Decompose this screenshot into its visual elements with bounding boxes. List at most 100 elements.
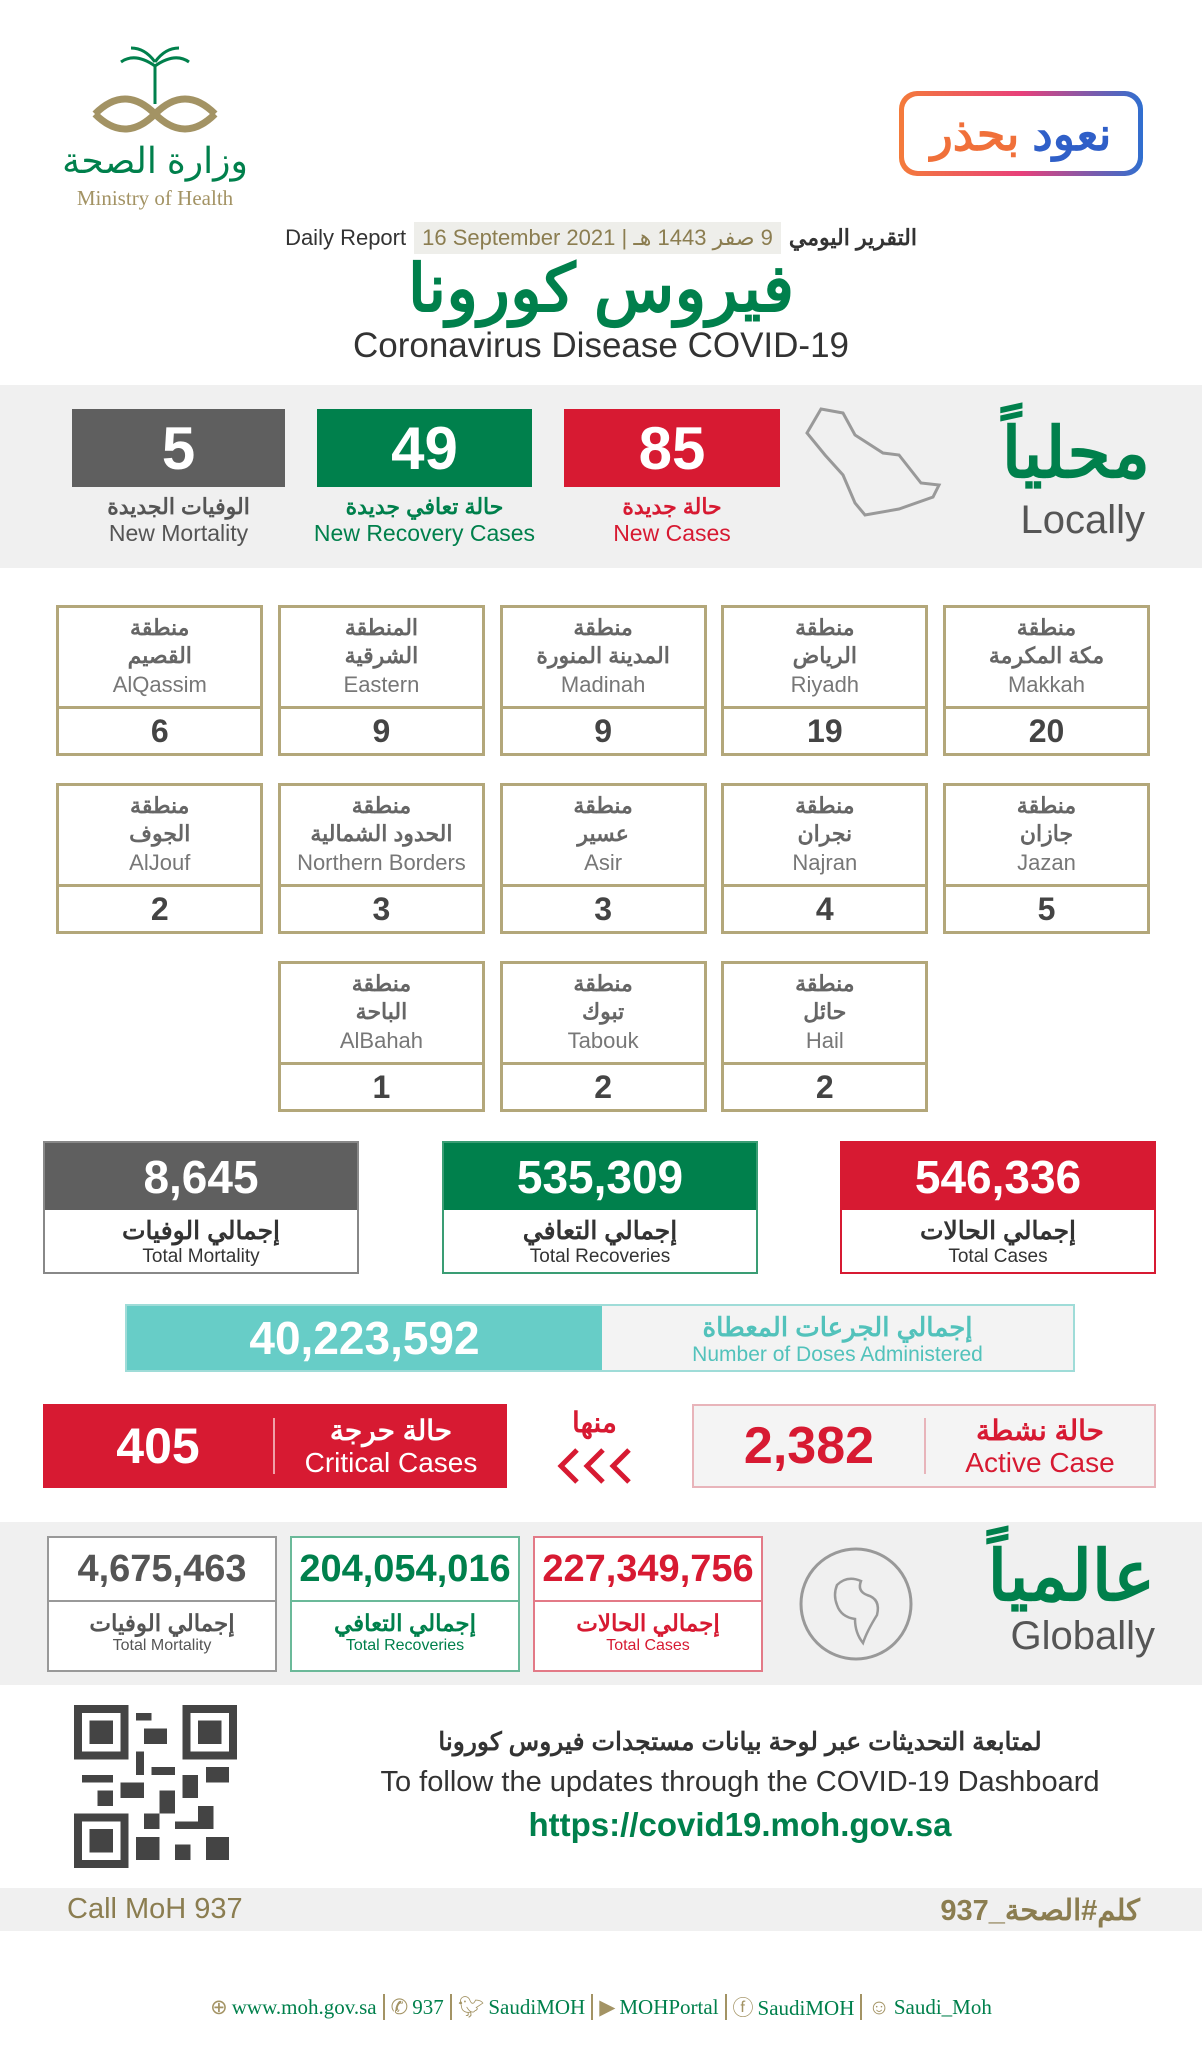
- region-value: 2: [150, 890, 169, 927]
- active-label-en: Active Case: [965, 1446, 1115, 1478]
- footer-label: Saudi_Moh: [893, 1994, 992, 2019]
- total-cases-label-en: Total Cases: [948, 1246, 1048, 1267]
- region-name-ar: مكة المكرمة: [988, 643, 1105, 668]
- region-value: 4: [815, 890, 834, 927]
- region-name-en: Asir: [584, 850, 623, 875]
- global-cases-card: 227,349,756 إجمالي الحالات Total Cases: [533, 1536, 763, 1672]
- daily-report-en: Daily Report: [285, 225, 407, 250]
- doses-value: 40,223,592: [127, 1306, 602, 1370]
- title-english: Coronavirus Disease COVID-19: [352, 326, 849, 365]
- footer-label: SaudiMOH: [488, 1994, 586, 2019]
- campaign-badge: نعود بحذر: [899, 91, 1143, 176]
- daily-report-ar: التقرير اليومي: [788, 225, 917, 250]
- total-cases-label-ar: إجمالي الحالات: [920, 1217, 1076, 1245]
- regions-grid: منطقة مكة المكرمة Makkah 20 منطقة الرياض Riyad…: [56, 605, 1150, 1112]
- region-prefix: منطقة: [1016, 793, 1077, 818]
- moh-logo-icon: [92, 46, 218, 133]
- dashboard-text-en: To follow the updates through the COVID-…: [380, 1766, 1100, 1798]
- new-cases-label-en: New Cases: [613, 520, 731, 546]
- region-value: 2: [594, 1068, 613, 1105]
- region-prefix: منطقة: [130, 615, 190, 640]
- region-name-ar: الشرقية: [344, 643, 419, 668]
- saudi-map-icon: [805, 407, 942, 517]
- region-name-en: Tabouk: [567, 1028, 639, 1053]
- region-name-en: Madinah: [560, 672, 646, 697]
- arrows-left-icon: [557, 1448, 631, 1484]
- global-cases-label-ar: إجمالي الحالات: [576, 1610, 720, 1636]
- region-card: المنطقة الشرقية Eastern 9: [277, 605, 485, 756]
- region-prefix: المنطقة: [344, 615, 419, 640]
- total-recoveries-card: 535,309 إجمالي التعافي Total Recoveries: [442, 1141, 758, 1274]
- region-value: 2: [815, 1068, 834, 1105]
- region-value: 3: [372, 890, 391, 927]
- region-value: 9: [372, 712, 391, 749]
- region-prefix: منطقة: [351, 793, 412, 818]
- doses-card: 40,223,592 إجمالي الجرعات المعطاة Number …: [125, 1304, 1075, 1372]
- footer-phone[interactable]: ✆ 937: [391, 1995, 444, 2020]
- region-name-en: Hail: [805, 1028, 844, 1053]
- logo-english: Ministry of Health: [76, 186, 234, 210]
- region-name-en: AlBahah: [339, 1028, 424, 1053]
- global-recoveries-label-ar: إجمالي التعافي: [333, 1610, 477, 1636]
- new-cases-label-ar: حالة جديدة: [622, 494, 722, 519]
- locally-heading-en: Locally: [1020, 498, 1145, 542]
- region-name-ar: الرياض: [792, 643, 857, 668]
- global-cases-value: 227,349,756: [535, 1538, 761, 1602]
- youtube-icon: ▶: [599, 1994, 616, 2019]
- footer-label: 937: [412, 1994, 444, 2019]
- region-prefix: منطقة: [573, 615, 633, 640]
- region-card: منطقة المدينة المنورة Madinah 9: [499, 605, 707, 756]
- snapchat-icon: ☺: [868, 1994, 890, 2019]
- doses-label-ar: إجمالي الجرعات المعطاة: [702, 1312, 973, 1342]
- region-prefix: منطقة: [573, 971, 633, 996]
- region-name-ar: الحدود الشمالية: [310, 821, 453, 846]
- footer-links: ⊕ www.moh.gov.sa ✆ 937 🐦︎ SaudiMOH ▶ MOHPort…: [0, 1992, 1202, 2022]
- region-card: منطقة مكة المكرمة Makkah 20: [943, 605, 1150, 756]
- region-name-ar: حائل: [803, 999, 847, 1024]
- total-cases-card: 546,336 إجمالي الحالات Total Cases: [840, 1141, 1156, 1274]
- report-date-line: Daily Report 16 September 2021 | 9 صفر 1…: [0, 222, 1202, 254]
- footer-twitter[interactable]: 🐦︎ SaudiMOH: [458, 1995, 586, 2020]
- region-card: منطقة الجوف AlJouf 2: [56, 783, 264, 934]
- region-name-ar: جازان: [1019, 821, 1074, 846]
- region-value: 5: [1037, 890, 1056, 927]
- call-moh-ar: كلم#الصحة_937: [940, 1895, 1140, 1927]
- footer-website[interactable]: ⊕ www.moh.gov.sa: [210, 1995, 376, 2020]
- critical-label-ar: حالة حرجة: [329, 1414, 453, 1446]
- region-name-en: Jazan: [1017, 850, 1076, 875]
- region-card: منطقة حائل Hail 2: [721, 961, 929, 1112]
- region-name-en: AlJouf: [129, 850, 191, 875]
- footer-label: MOHPortal: [619, 1994, 719, 2019]
- badge-word-2: بحذر: [930, 107, 1020, 160]
- region-prefix: منطقة: [573, 793, 633, 818]
- footer-youtube[interactable]: ▶ MOHPortal: [599, 1995, 718, 2020]
- total-mortality-card: 8,645 إجمالي الوفيات Total Mortality: [43, 1141, 359, 1274]
- total-cases-value: 546,336: [842, 1143, 1154, 1210]
- region-value: 6: [150, 712, 169, 749]
- region-prefix: منطقة: [1016, 615, 1077, 640]
- region-value: 3: [594, 890, 613, 927]
- active-label-ar: حالة نشطة: [976, 1414, 1104, 1446]
- total-recoveries-label-en: Total Recoveries: [529, 1246, 671, 1267]
- region-name-ar: القصيم: [127, 643, 192, 668]
- region-value: 9: [594, 712, 613, 749]
- footer-snapchat[interactable]: ☺ Saudi_Moh: [868, 1995, 991, 2020]
- new-recovery-value: 49: [317, 409, 532, 487]
- region-prefix: منطقة: [795, 971, 855, 996]
- globe-icon: [799, 1547, 913, 1661]
- footer-facebook[interactable]: ⓕ SaudiMOH: [733, 1992, 855, 2022]
- qr-code-icon[interactable]: [72, 1705, 239, 1868]
- globally-heading-en: Globally: [1010, 1614, 1155, 1658]
- phone-icon: ✆: [390, 1994, 409, 2019]
- total-mortality-label-ar: إجمالي الوفيات: [122, 1217, 280, 1245]
- global-recoveries-card: 204,054,016 إجمالي التعافي Total Recoverie…: [290, 1536, 520, 1672]
- dashboard-link[interactable]: https://covid19.moh.gov.sa: [528, 1806, 952, 1843]
- dashboard-text-ar: لمتابعة التحديثات عبر لوحة بيانات مستجدا…: [438, 1728, 1042, 1756]
- new-mortality-label-ar: الوفيات الجديدة: [107, 494, 250, 519]
- region-prefix: منطقة: [351, 971, 412, 996]
- global-recoveries-label-en: Total Recoveries: [345, 1637, 465, 1654]
- global-mortality-label-ar: إجمالي الوفيات: [89, 1610, 235, 1636]
- region-card: منطقة الرياض Riyadh 19: [721, 605, 929, 756]
- new-mortality-value: 5: [72, 409, 285, 487]
- globe-icon: ⊕: [210, 1994, 228, 2019]
